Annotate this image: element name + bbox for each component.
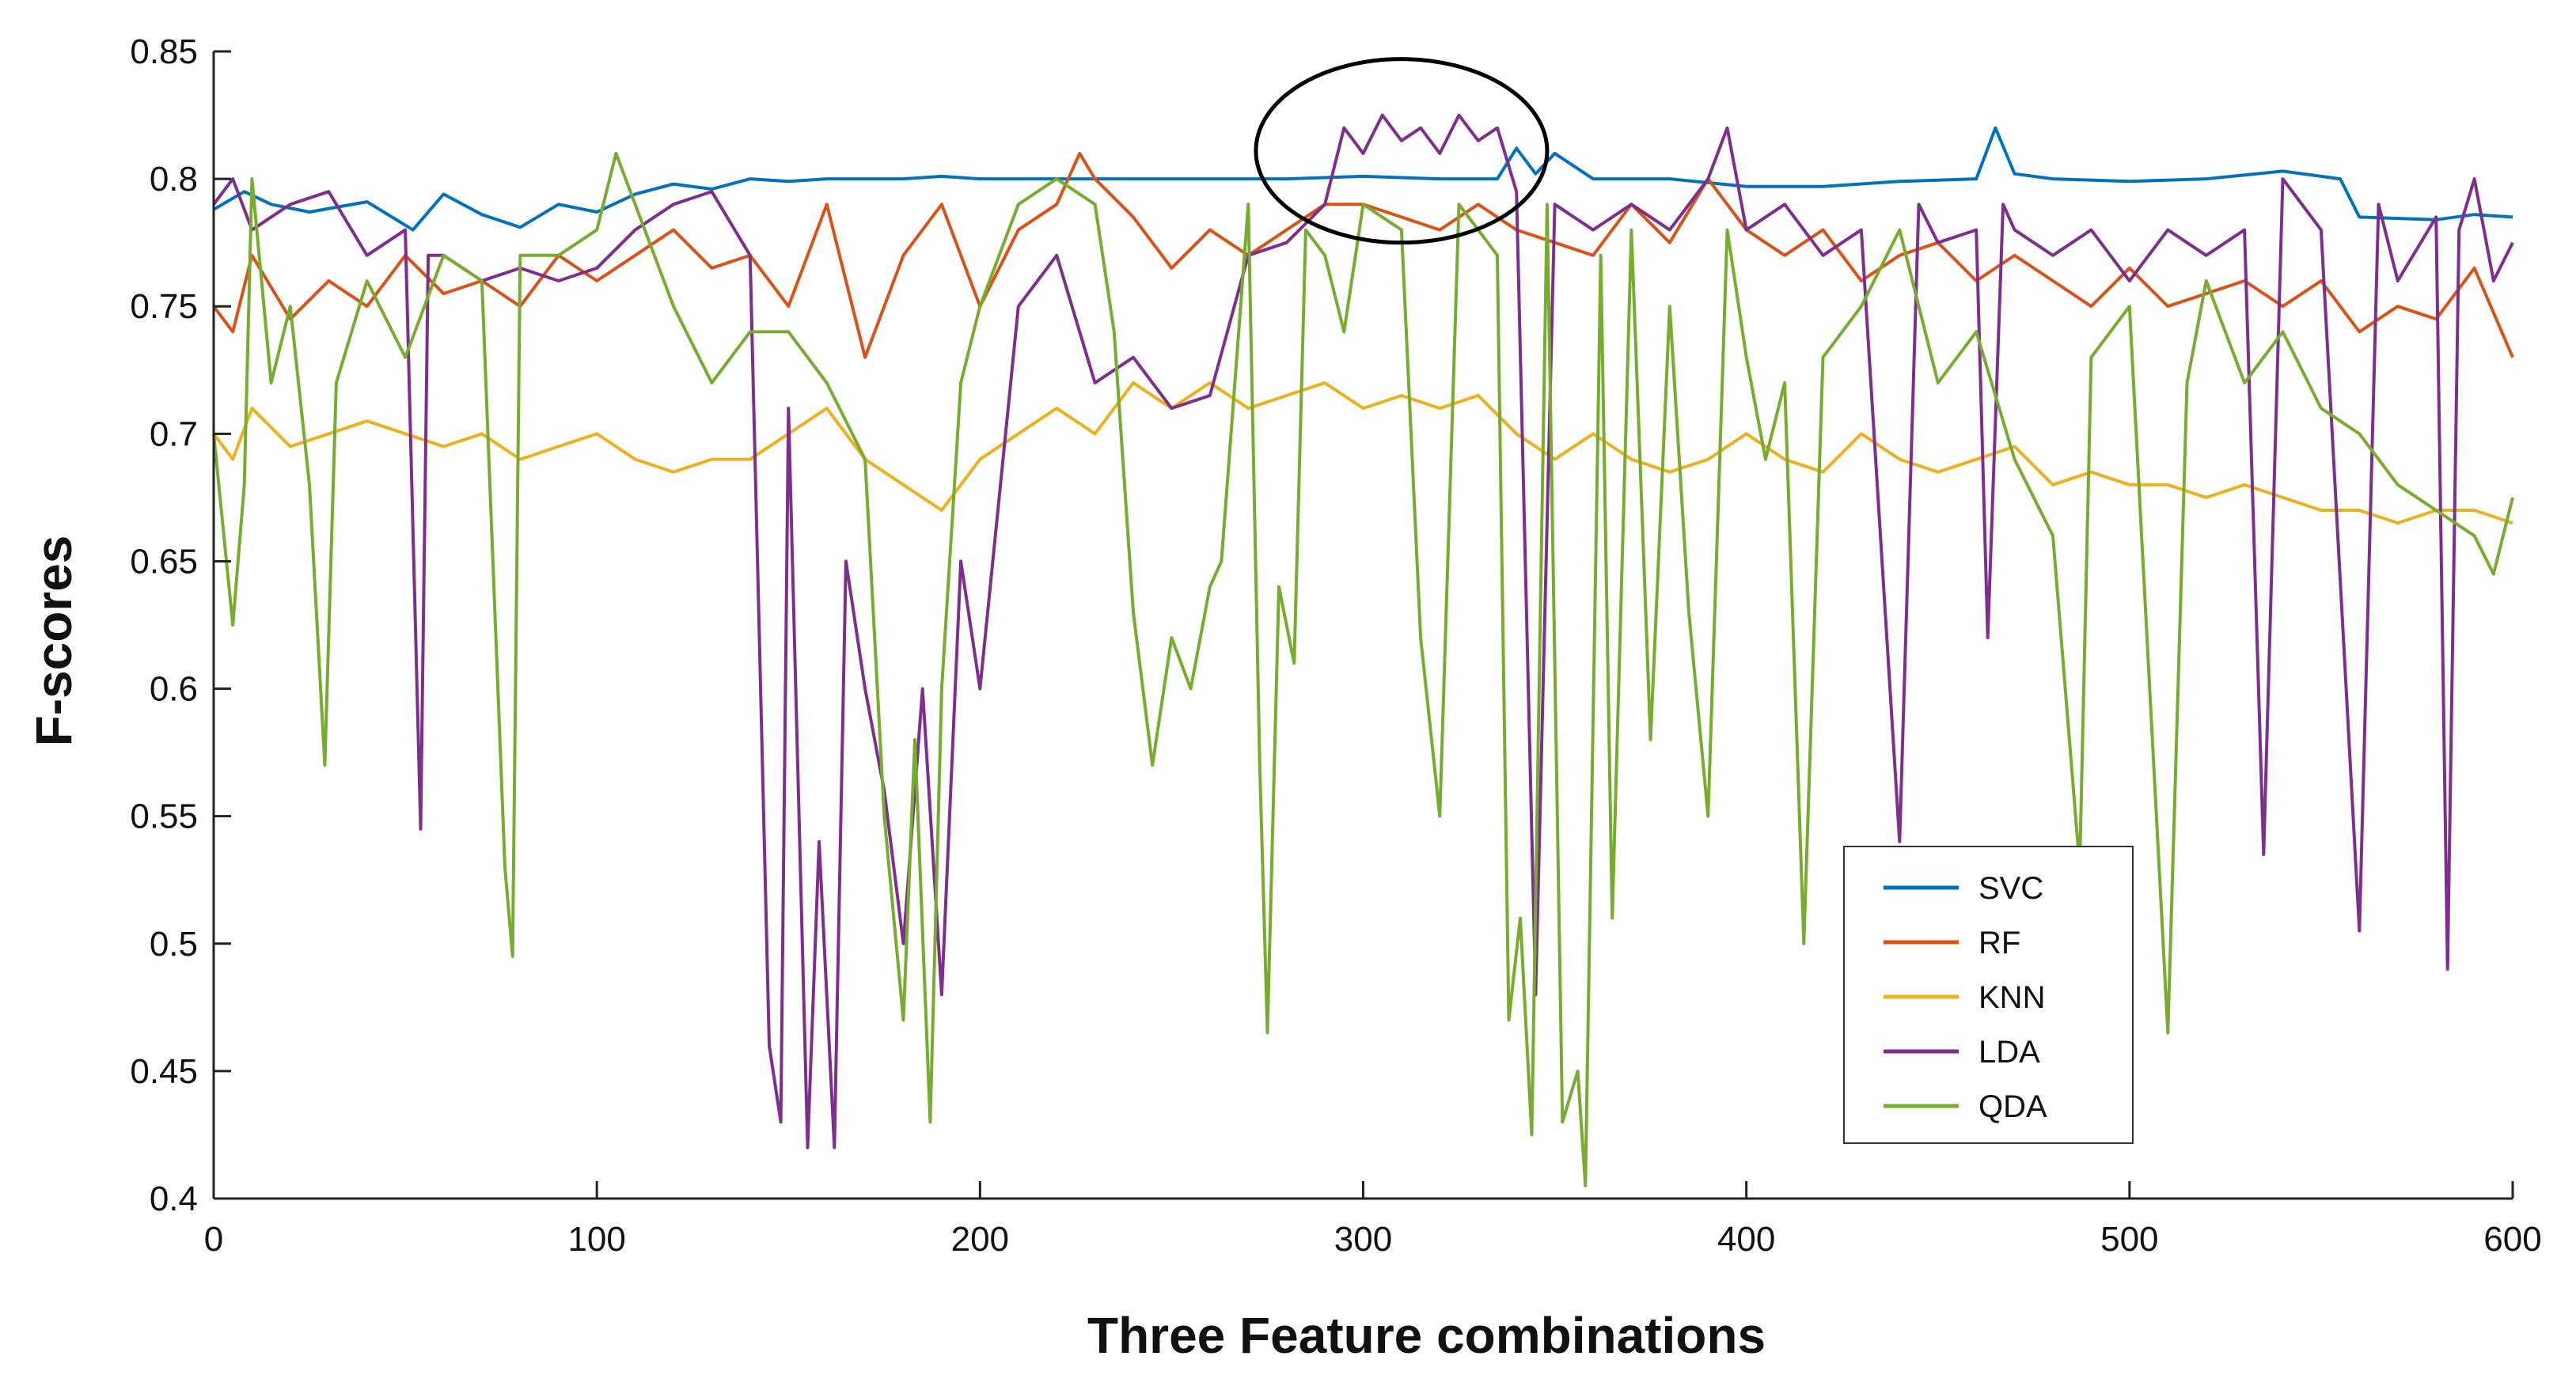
y-tick-label: 0.75 bbox=[130, 287, 198, 326]
x-axis-title: Three Feature combinations bbox=[1087, 1307, 1766, 1364]
highlight-ellipse-annotation bbox=[1254, 57, 1550, 245]
legend-label-lda: LDA bbox=[1978, 1035, 2040, 1070]
y-tick-label: 0.7 bbox=[150, 415, 198, 453]
legend-label-qda: QDA bbox=[1978, 1089, 2047, 1124]
axes: 0 100 200 300 400 500 600 0.4 0.45 0.5 0.55 0.6 0.6… bbox=[130, 32, 2541, 1259]
legend-label-knn: KNN bbox=[1978, 980, 2045, 1015]
series-line-qda bbox=[212, 151, 2514, 1187]
y-tick-label: 0.55 bbox=[130, 797, 198, 836]
y-tick-label: 0.6 bbox=[150, 670, 198, 709]
legend-label-svc: SVC bbox=[1978, 871, 2043, 906]
x-ticks: 0 100 200 300 400 500 600 bbox=[204, 1181, 2542, 1259]
x-tick-label: 200 bbox=[951, 1220, 1009, 1259]
y-tick-label: 0.85 bbox=[130, 32, 198, 71]
x-tick-label: 300 bbox=[1334, 1220, 1392, 1259]
x-tick-label: 600 bbox=[2483, 1220, 2541, 1259]
y-tick-label: 0.4 bbox=[150, 1180, 198, 1218]
y-tick-label: 0.8 bbox=[150, 160, 198, 199]
legend: SVC RF KNN LDA QDA bbox=[1843, 846, 2134, 1144]
y-tick-label: 0.65 bbox=[130, 542, 198, 581]
legend-items: SVC RF KNN LDA QDA bbox=[1884, 871, 2047, 1124]
x-tick-label: 500 bbox=[2100, 1220, 2158, 1259]
y-axis-title: F-scores bbox=[25, 536, 82, 747]
x-tick-label: 100 bbox=[567, 1220, 625, 1259]
y-tick-label: 0.45 bbox=[130, 1052, 198, 1091]
y-ticks: 0.4 0.45 0.5 0.55 0.6 0.65 0.7 0.75 0.8 0.85 bbox=[130, 32, 231, 1218]
series-line-knn bbox=[212, 381, 2513, 525]
y-tick-label: 0.5 bbox=[150, 925, 198, 964]
x-tick-label: 400 bbox=[1717, 1220, 1775, 1259]
series-line-svc bbox=[212, 126, 2513, 232]
x-tick-label: 0 bbox=[204, 1220, 223, 1259]
legend-label-rf: RF bbox=[1978, 926, 2020, 960]
plot-lines bbox=[212, 113, 2514, 1187]
series-line-lda bbox=[212, 113, 2514, 1149]
